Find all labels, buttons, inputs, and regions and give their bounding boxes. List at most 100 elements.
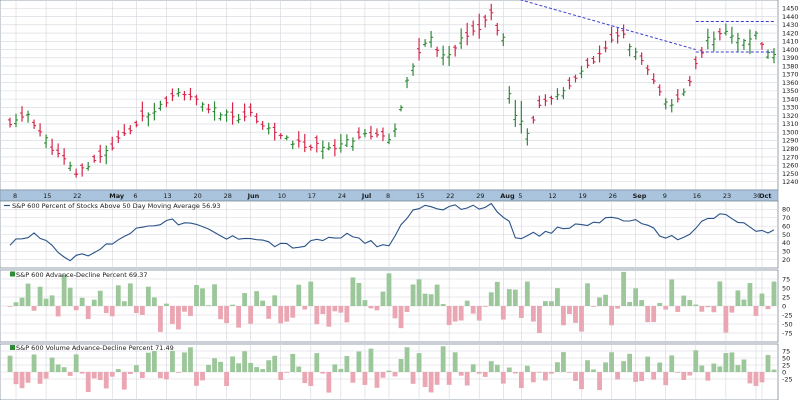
date-axis-label-19: 12 — [548, 192, 556, 200]
vadpct-bar-9 — [61, 367, 67, 372]
adpct-bar-68 — [416, 279, 422, 306]
adpct-bar-105 — [639, 300, 645, 306]
adpct-bar-69 — [422, 293, 428, 306]
adpct-bar-3 — [25, 283, 31, 306]
adpct-bar-4 — [31, 306, 37, 311]
vadpct-bar-100 — [609, 352, 614, 372]
vadpct-bar-88 — [536, 372, 542, 373]
vadpct-bar-103 — [627, 353, 633, 372]
adpct-bar-18 — [115, 285, 121, 306]
vadpct-bar-60 — [368, 348, 374, 372]
vadpct-bar-2 — [19, 372, 25, 389]
vadpct-bar-124 — [753, 372, 759, 386]
vadpct-bar-125 — [759, 372, 765, 383]
vadpct-bar-59 — [362, 372, 368, 385]
vadpct-bar-18 — [115, 369, 121, 372]
vadpct-bar-48 — [296, 366, 302, 372]
vadpct-bar-53 — [326, 372, 332, 393]
adpct-bar-119 — [723, 306, 729, 333]
adpct-bar-110 — [669, 279, 675, 306]
vadpct-bar-24 — [151, 350, 157, 372]
adpct-bar-73 — [446, 306, 452, 326]
vadpct-bar-50 — [308, 372, 314, 387]
adpct-bar-61 — [374, 306, 380, 311]
date-axis-label-27: Oct — [759, 192, 772, 200]
adpct-bar-21 — [133, 306, 139, 314]
adpct-bar-70 — [428, 294, 434, 306]
vadpct-bar-15 — [97, 372, 103, 381]
adpct-bar-55 — [338, 306, 344, 313]
price-ytick-label-6: 1300 — [782, 128, 799, 136]
vadpct-bar-71 — [434, 372, 440, 385]
adpct-legend-icon — [10, 271, 15, 277]
vadpct-bar-1 — [13, 372, 19, 385]
vadpct-bar-34 — [212, 358, 217, 372]
price-ytick-label-20: 1440 — [782, 13, 799, 21]
adpct-bar-103 — [627, 301, 633, 306]
vadpct-bar-28 — [176, 372, 181, 373]
vadpct-bar-119 — [723, 353, 729, 372]
vadpct-bar-123 — [747, 372, 753, 384]
vadpct-bar-93 — [567, 372, 572, 373]
vadpct-bar-63 — [386, 370, 392, 372]
adpct-bar-33 — [206, 305, 211, 307]
adpct-bar-121 — [735, 290, 741, 306]
adpct-ytick-label-6: 75 — [782, 275, 790, 283]
vadpct-bar-64 — [392, 372, 398, 377]
date-axis-label-24: 16 — [693, 192, 701, 200]
vadpct-bar-106 — [645, 356, 651, 372]
vadpct-bar-32 — [200, 372, 205, 381]
adpct-bar-88 — [536, 306, 542, 333]
adpct-bar-74 — [452, 306, 458, 322]
vadpct-bar-74 — [452, 352, 458, 372]
vadpct-bar-55 — [338, 368, 344, 372]
vadpct-bar-98 — [597, 372, 602, 391]
vadpct-bar-7 — [49, 357, 55, 372]
vadpct-bar-85 — [518, 372, 524, 389]
adpct-bar-99 — [603, 294, 608, 306]
adpct-bar-27 — [170, 306, 175, 324]
adpct-bar-75 — [458, 306, 464, 321]
price-ytick-label-14: 1380 — [782, 62, 799, 70]
vadpct-bar-65 — [398, 358, 404, 372]
adpct-bar-51 — [314, 306, 320, 325]
vadpct-bar-76 — [464, 372, 470, 386]
date-axis-label-17: Aug — [500, 192, 515, 200]
adpct-bar-67 — [410, 284, 416, 306]
adpct-bar-85 — [518, 306, 524, 318]
price-ytick-label-1: 1250 — [782, 170, 799, 178]
adpct-bar-30 — [188, 306, 193, 316]
vadpct-bar-75 — [458, 372, 464, 376]
adpct-bar-38 — [236, 306, 241, 328]
adpct-bar-106 — [645, 306, 651, 323]
adpct-bar-40 — [248, 306, 254, 324]
vadpct-bar-109 — [663, 372, 669, 386]
vadpct-bar-33 — [206, 364, 211, 372]
date-axis-label-13: 8 — [386, 192, 390, 200]
adpct-bar-53 — [326, 306, 332, 327]
pct50-ytick-label-5: 70 — [782, 214, 790, 222]
vadpct-bar-54 — [332, 364, 338, 372]
price-ytick-label-3: 1270 — [782, 153, 799, 161]
date-axis-label-9: 10 — [278, 192, 286, 200]
vadpct-bar-89 — [543, 372, 548, 381]
vadpct-bar-40 — [248, 362, 254, 372]
adpct-bar-64 — [392, 306, 398, 319]
adpct-bar-120 — [729, 306, 735, 313]
vadpct-bar-41 — [254, 367, 260, 372]
adpct-bar-24 — [151, 297, 157, 306]
vadpct-bar-14 — [91, 372, 97, 379]
vadpct-bar-77 — [470, 364, 476, 372]
price-ytick-label-2: 1260 — [782, 162, 799, 170]
date-axis-label-10: 17 — [308, 192, 316, 200]
vadpct-bar-5 — [37, 372, 43, 384]
adpct-bar-57 — [350, 277, 356, 306]
vadpct-bar-105 — [639, 372, 645, 382]
price-ytick-label-10: 1340 — [782, 95, 799, 103]
vadpct-bar-44 — [272, 355, 278, 372]
vadpct-bar-42 — [260, 369, 266, 372]
price-ytick-label-11: 1350 — [782, 87, 799, 95]
